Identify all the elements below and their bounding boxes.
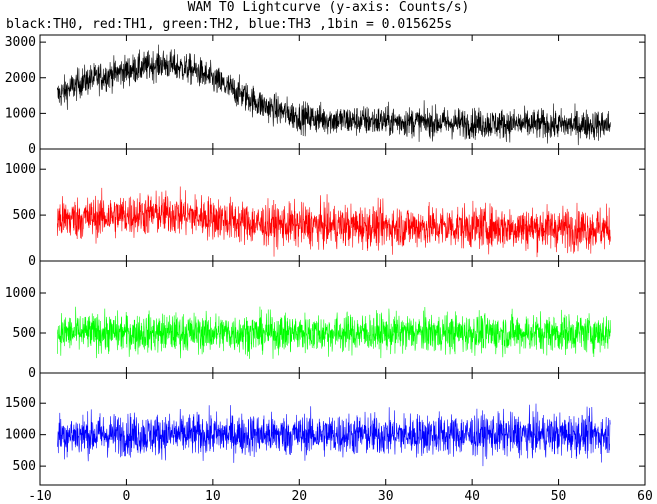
y-tick-label: 0: [28, 366, 36, 381]
x-tick-label: 40: [464, 489, 480, 504]
series-th3-line: [56, 403, 611, 467]
x-tick-label: 10: [205, 489, 221, 504]
y-tick-label: 1000: [5, 106, 36, 121]
y-tick-label: 1000: [5, 162, 36, 177]
series-th2-line: [56, 306, 611, 359]
y-tick-label: 0: [28, 254, 36, 269]
chart-subtitle: black:TH0, red:TH1, green:TH2, blue:TH3 …: [6, 17, 453, 32]
x-tick-label: -10: [28, 489, 51, 504]
series-th0-line: [56, 44, 611, 146]
x-tick-label: 0: [123, 489, 131, 504]
y-tick-label: 3000: [5, 35, 36, 50]
y-tick-label: 0: [28, 142, 36, 157]
y-tick-label: 1000: [5, 286, 36, 301]
panel-frame: [39, 260, 646, 374]
y-tick-label: 500: [13, 326, 36, 341]
x-tick-label: 60: [637, 489, 653, 504]
chart-title: WAM T0 Lightcurve (y-axis: Counts/s): [187, 0, 470, 15]
series-th1-line: [56, 186, 611, 258]
panel-frame: [39, 372, 646, 486]
x-tick-label: 20: [291, 489, 307, 504]
y-tick-label: 1500: [5, 396, 36, 411]
y-tick-label: 2000: [5, 71, 36, 86]
y-tick-label: 1000: [5, 428, 36, 443]
x-tick-label: 30: [378, 489, 394, 504]
y-tick-label: 500: [13, 459, 36, 474]
x-tick-label: 50: [551, 489, 567, 504]
y-tick-label: 500: [13, 208, 36, 223]
